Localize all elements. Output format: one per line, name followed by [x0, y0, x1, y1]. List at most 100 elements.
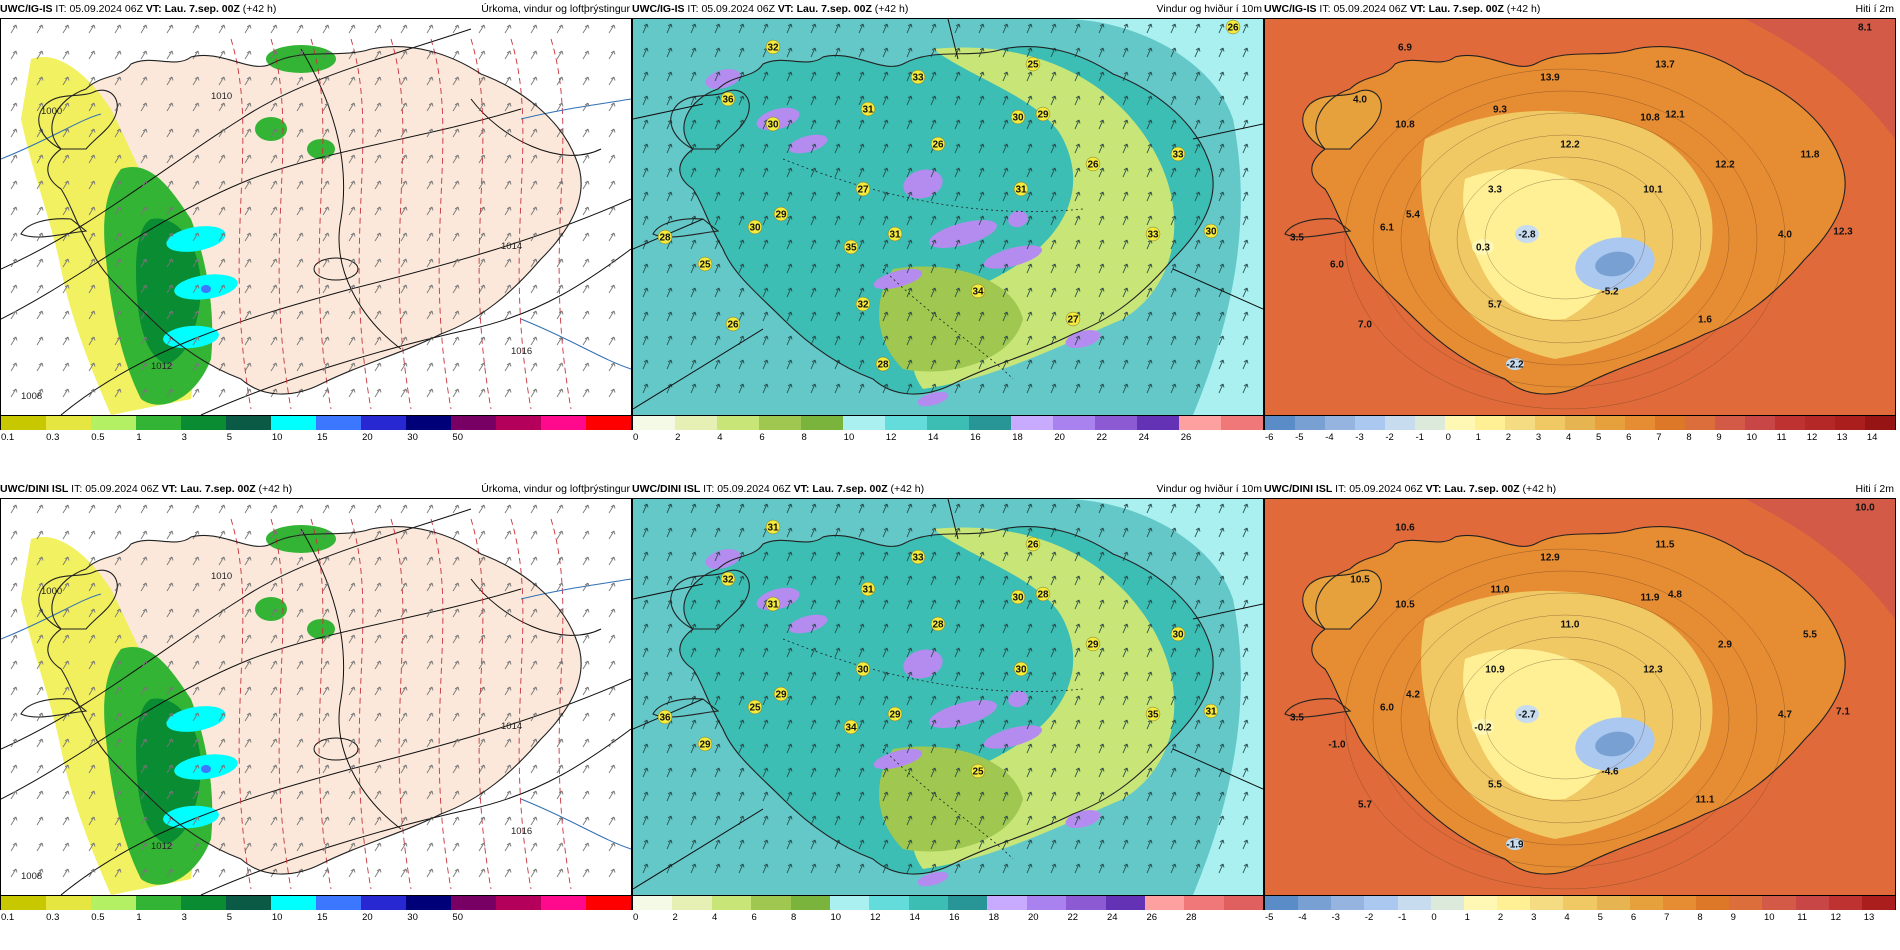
- svg-text:25: 25: [749, 703, 761, 714]
- colorbar-tick: 13: [1836, 432, 1848, 443]
- colorbar-tick: 3: [181, 912, 187, 923]
- colorbar-tick: -1: [1415, 432, 1424, 443]
- svg-text:4.7: 4.7: [1778, 710, 1792, 721]
- isotherms: [1344, 548, 1786, 890]
- temperature-label: 11.1: [1696, 795, 1715, 806]
- svg-text:31: 31: [767, 523, 779, 534]
- region-boundaries: [633, 499, 1263, 890]
- colorbar-tick: 0: [1431, 912, 1437, 923]
- temperature-label: 10.9: [1485, 665, 1505, 676]
- temperature-label: 5.4: [1406, 210, 1420, 221]
- panel-bot-wind: UWC/DINI ISL IT: 05.09.2024 06Z VT: Lau.…: [632, 480, 1264, 940]
- gust-zone: [929, 700, 997, 728]
- svg-text:30: 30: [1012, 593, 1024, 604]
- colorbar-tick: 2: [1505, 432, 1512, 443]
- colorbar-tick: 2: [675, 432, 681, 443]
- wind-speed-field: [633, 499, 1263, 895]
- svg-text:29: 29: [699, 740, 711, 751]
- gust-label: 28: [1035, 586, 1051, 602]
- colorbar-tick: 26: [1146, 912, 1158, 923]
- colorbar-bin: [675, 416, 717, 430]
- panel-lead: (+42 h): [890, 483, 925, 495]
- precip-map: 1000 1008 1010 1012 1014 1016: [0, 18, 632, 416]
- colorbar-bin: [1775, 416, 1805, 430]
- colorbar-bin: [1762, 896, 1796, 910]
- svg-text:32: 32: [857, 300, 869, 311]
- gust-zone: [917, 871, 949, 887]
- colorbar-tick: -3: [1331, 912, 1340, 923]
- colorbar-bin: [1795, 896, 1829, 910]
- colorbar-tick: 18: [1012, 432, 1023, 443]
- panel-bot-temp: UWC/DINI ISL IT: 05.09.2024 06Z VT: Lau.…: [1264, 480, 1896, 940]
- colorbar-tick: 28: [1186, 912, 1197, 923]
- colorbar-bin: [969, 416, 1011, 430]
- colorbar-tick: 13: [1863, 912, 1875, 923]
- map-canvas: 32 36 30 31 33 26 25 29 30 26 27 33 31 29 30 28 35 31 30 33…: [633, 19, 1263, 415]
- gust-zone: [1008, 210, 1028, 228]
- svg-text:28: 28: [1037, 590, 1049, 601]
- glacier-cold-spot: [1506, 358, 1524, 370]
- isobar-label: 1000: [41, 106, 62, 117]
- svg-text:6.1: 6.1: [1380, 223, 1394, 234]
- colorbar-tick: 50: [452, 912, 463, 923]
- colorbar-tick: 1: [1464, 912, 1470, 923]
- svg-text:35: 35: [845, 243, 857, 254]
- colorbar-bin: [1595, 416, 1625, 430]
- colorbar-tick: 14: [1866, 432, 1878, 443]
- colorbar-bin: [672, 896, 712, 910]
- colorbar-tick: 14: [909, 912, 921, 923]
- panel-lead: (+42 h): [242, 3, 277, 15]
- panel-lead: (+42 h): [258, 483, 293, 495]
- colorbar-tick: 15: [317, 432, 328, 443]
- svg-text:4.8: 4.8: [1668, 590, 1682, 601]
- svg-text:30: 30: [1205, 227, 1217, 238]
- gust-zone: [1008, 690, 1028, 708]
- temperature-label: 10.8: [1395, 120, 1415, 131]
- temperature-label: -1.9: [1506, 840, 1524, 851]
- temperature-label: 7.0: [1358, 320, 1372, 331]
- map-canvas: 6.9 4.0 10.8 9.3 13.9 12.2 13.7 12.1 10.8 12.2 3.3…: [1265, 19, 1895, 415]
- precip-band-moderate: [255, 597, 287, 621]
- panel-run-time: 05.09.2024 06Z: [1349, 483, 1423, 495]
- svg-text:26: 26: [932, 140, 944, 151]
- isobar-label: 1014: [501, 721, 522, 732]
- svg-text:1.6: 1.6: [1698, 315, 1712, 326]
- panel-model: UWC/DINI ISL: [1264, 483, 1333, 495]
- svg-text:12.1: 12.1: [1665, 110, 1685, 121]
- svg-text:-2.7: -2.7: [1518, 710, 1536, 721]
- colorbar-tick: 18: [988, 912, 1000, 923]
- temperature-label: 2.9: [1718, 640, 1732, 651]
- temp-colorbar-ticks: -6 -5 -4 -3 -2 -1 0 1 2 3 4 5 6 7 8 9 10 11 12 13 14: [1264, 430, 1896, 444]
- svg-text:13.7: 13.7: [1655, 60, 1675, 71]
- panel-valid-time: Lau. 7.sep. 00Z: [180, 483, 256, 495]
- svg-text:0.3: 0.3: [1476, 243, 1490, 254]
- gust-label: 33: [910, 549, 926, 565]
- gust-label: 33: [910, 69, 926, 85]
- map-canvas: 31 32 31 31 33 28 26 28 30 29 30 30 30 29 25 36 34 29 31 35…: [633, 499, 1263, 895]
- temperature-label: 11.0: [1561, 620, 1580, 631]
- wind-speed-field: [633, 19, 1263, 415]
- colorbar-bin: [1625, 416, 1655, 430]
- precip-map: 1000 1008 1010 1012 1014 1016: [0, 498, 632, 896]
- colorbar-bin: [1685, 416, 1715, 430]
- gust-label: 32: [855, 296, 871, 312]
- svg-text:10.0: 10.0: [1855, 503, 1875, 514]
- gust-label: 30: [1010, 589, 1026, 605]
- district-borders: [782, 638, 1084, 860]
- isobar-label: 1016: [511, 826, 532, 837]
- colorbar-tick: 3: [1531, 912, 1537, 923]
- gust-label: 26: [725, 316, 741, 332]
- svg-text:12.3: 12.3: [1833, 227, 1853, 238]
- temperature-label: 5.5: [1488, 780, 1502, 791]
- svg-text:10.6: 10.6: [1395, 523, 1415, 534]
- gust-zone: [903, 649, 943, 679]
- temp-field: [1463, 169, 1622, 320]
- gust-label: 29: [773, 686, 789, 702]
- colorbar-bin: [181, 896, 226, 910]
- colorbar-tick: 12: [885, 432, 897, 443]
- panel-lead: (+42 h): [1522, 483, 1557, 495]
- gust-label: 26: [930, 136, 946, 152]
- gust-label: 26: [1085, 156, 1101, 172]
- wind-colorbar: [632, 416, 1264, 430]
- temperature-label: 3.3: [1488, 185, 1502, 196]
